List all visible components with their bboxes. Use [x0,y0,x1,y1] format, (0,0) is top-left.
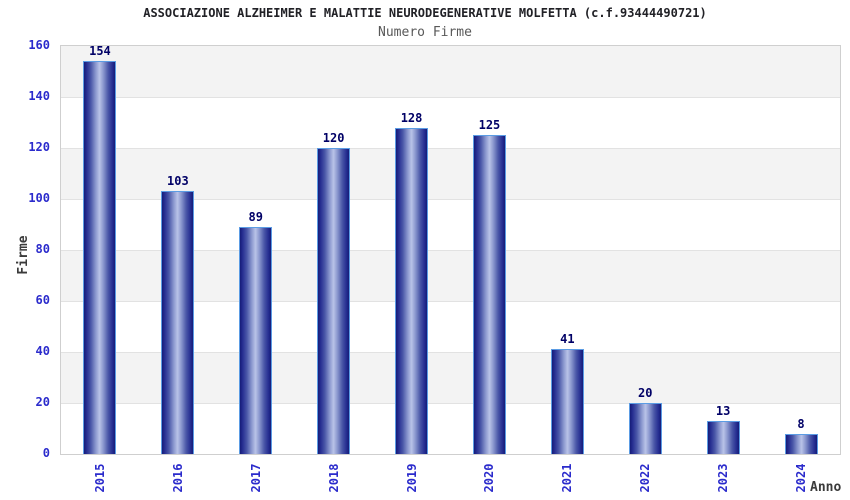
y-tick-label: 100 [28,191,50,205]
chart-subtitle: Numero Firme [378,25,472,40]
bar-value-label: 128 [400,110,423,125]
x-axis-label: Anno [810,480,842,495]
chart-title: ASSOCIAZIONE ALZHEIMER E MALATTIE NEUROD… [143,6,707,20]
y-tick-label: 40 [35,344,50,358]
bar-2016 [161,191,195,454]
y-tick-label: 120 [28,140,50,154]
grid-band [61,148,840,199]
bar-2021 [550,349,584,454]
x-tick-label: 2019 [404,463,419,493]
x-tick-label: 2024 [794,463,809,493]
bar-2017 [239,227,273,454]
bar-2020 [472,135,506,454]
bar-value-label: 20 [638,386,653,400]
x-tick-label: 2023 [716,463,731,493]
x-tick-label: 2016 [170,463,185,493]
bar-value-label: 41 [560,332,575,347]
y-tick-label: 0 [42,446,50,460]
y-tick-label: 80 [35,242,50,256]
bar-2022 [628,403,662,454]
bar-value-label: 120 [322,131,345,145]
plot-area: 154 103 89 120 128 125 41 20 13 8 [60,44,841,455]
bar-2018 [317,148,351,454]
x-tick-label: 2022 [638,463,653,493]
bar-2023 [706,420,740,454]
grid-band [61,97,840,148]
bar-2015 [83,61,117,454]
x-tick-label: 2020 [482,463,497,493]
bar-value-label: 13 [715,403,731,418]
y-tick-label: 140 [28,89,50,103]
bar-value-label: 8 [797,416,805,431]
x-tick-label: 2021 [560,463,575,493]
bar-value-label: 154 [89,44,111,59]
grid-band [61,46,840,97]
bar-value-label: 103 [167,174,189,189]
bar-2019 [395,127,429,454]
x-tick-label: 2017 [248,463,263,493]
y-tick-label: 160 [28,38,50,52]
x-tick-label: 2018 [326,463,341,493]
bar-value-label: 89 [248,210,263,225]
x-tick-label: 2015 [92,463,107,493]
y-tick-label: 60 [35,293,50,307]
y-tick-label: 20 [35,395,50,409]
bar-value-label: 125 [478,118,501,133]
bar-2024 [784,433,818,454]
